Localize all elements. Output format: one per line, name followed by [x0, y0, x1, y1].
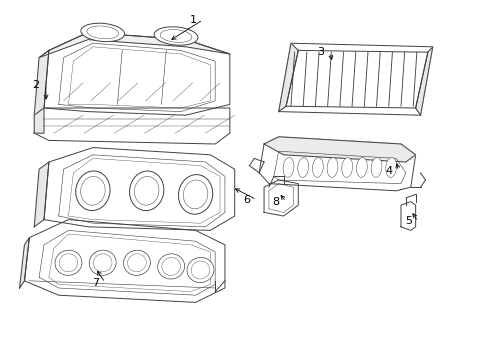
Ellipse shape [178, 175, 212, 214]
Polygon shape [39, 32, 229, 58]
Ellipse shape [89, 250, 116, 275]
Ellipse shape [129, 171, 163, 211]
Ellipse shape [186, 257, 214, 283]
Ellipse shape [370, 158, 381, 177]
Polygon shape [259, 137, 415, 191]
Text: 4: 4 [385, 166, 391, 176]
Polygon shape [24, 220, 224, 302]
Ellipse shape [157, 254, 184, 279]
Polygon shape [44, 32, 229, 115]
Polygon shape [400, 202, 415, 230]
Text: 2: 2 [32, 80, 39, 90]
Text: 8: 8 [272, 197, 279, 207]
Polygon shape [34, 50, 49, 115]
Polygon shape [264, 180, 298, 216]
Polygon shape [34, 162, 49, 227]
Ellipse shape [356, 158, 366, 177]
Polygon shape [264, 137, 415, 162]
Polygon shape [415, 47, 432, 115]
Ellipse shape [341, 158, 352, 177]
Text: 1: 1 [189, 15, 196, 25]
Ellipse shape [81, 23, 124, 42]
Ellipse shape [154, 27, 198, 45]
Polygon shape [278, 43, 432, 115]
Polygon shape [278, 43, 298, 112]
Polygon shape [20, 238, 29, 288]
Ellipse shape [312, 158, 323, 177]
Ellipse shape [326, 158, 337, 177]
Ellipse shape [297, 158, 308, 177]
Text: 6: 6 [243, 195, 250, 205]
Text: 7: 7 [92, 278, 99, 288]
Ellipse shape [283, 158, 293, 177]
Ellipse shape [76, 171, 110, 211]
Text: 3: 3 [316, 47, 323, 57]
Ellipse shape [123, 250, 150, 275]
Text: 5: 5 [404, 216, 411, 226]
Polygon shape [34, 108, 44, 133]
Polygon shape [44, 148, 234, 230]
Polygon shape [34, 108, 229, 144]
Ellipse shape [55, 250, 82, 275]
Ellipse shape [385, 158, 396, 177]
